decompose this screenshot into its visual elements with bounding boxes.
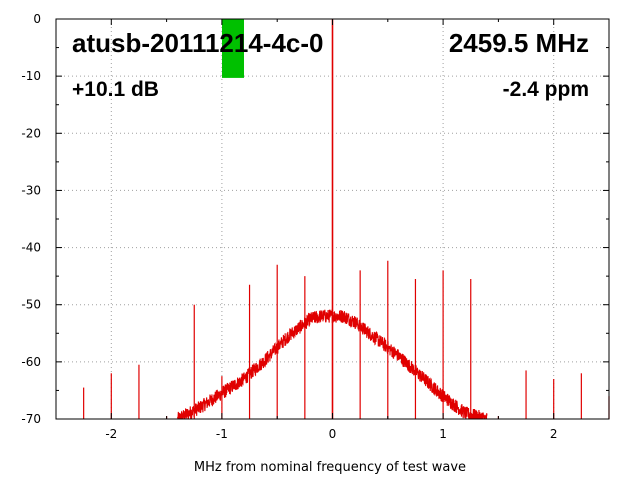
axis-ticks: -2 -1 0 1 20-10-20-30-40-50-60-70 — [21, 12, 610, 441]
x-tick-label: -1 — [216, 427, 228, 441]
y-tick-label: -30 — [21, 183, 41, 197]
spur-series — [83, 19, 610, 419]
gain-label: +10.1 dB — [72, 78, 159, 101]
level-bar — [222, 19, 244, 78]
device-label: atusb-20111214-4c-0 — [72, 28, 324, 58]
x-tick-label: 1 — [439, 427, 447, 441]
y-tick-label: -50 — [21, 298, 41, 312]
offset-label: -2.4 ppm — [503, 78, 589, 101]
frequency-label: 2459.5 MHz — [449, 28, 589, 58]
y-tick-label: 0 — [33, 12, 41, 26]
x-tick-label: 2 — [550, 427, 558, 441]
y-tick-label: -70 — [21, 412, 41, 426]
y-tick-label: -60 — [21, 355, 41, 369]
y-tick-label: -20 — [21, 126, 41, 140]
x-axis-label: MHz from nominal frequency of test wave — [194, 460, 466, 475]
y-tick-label: -40 — [21, 241, 41, 255]
x-tick-label: 0 — [329, 427, 337, 441]
x-tick-label: -2 — [105, 427, 117, 441]
y-tick-label: -10 — [21, 69, 41, 83]
